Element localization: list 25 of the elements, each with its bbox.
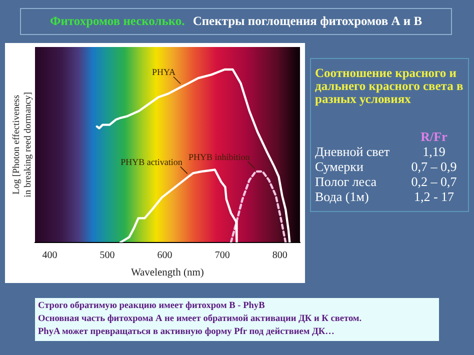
- series-label: PHYB inhibition: [188, 152, 250, 162]
- text: Дневной свет: [315, 144, 390, 159]
- text: R/Fr: [420, 129, 448, 144]
- text: 0,7 – 0,9: [410, 159, 458, 174]
- text: Соотношение красного и дальнего красного света в разных условиях: [315, 66, 464, 106]
- text: Полог леса: [315, 174, 377, 189]
- text: Сумерки: [315, 159, 364, 174]
- y-axis-title: Log [Photon effectiveness in breaking reed dormancy]: [12, 92, 34, 198]
- x-tick-label: 700: [214, 250, 230, 262]
- text: PhyA может превращаться в активную форму Pfr под действием ДК…: [38, 326, 336, 339]
- x-axis-title: Wavelength (nm): [130, 267, 204, 278]
- x-tick-label: 500: [100, 250, 115, 262]
- text: Основная часть фитохрома А не имеет обратимой активации ДК и К светом.: [38, 313, 363, 326]
- x-tick-label: 400: [42, 250, 58, 262]
- chart-title: Фитохромов несколько.: [50, 14, 185, 29]
- series-label: PHYB activation: [120, 157, 183, 168]
- text: 1,2 - 17: [412, 189, 456, 204]
- series-label: PHYA: [152, 67, 176, 78]
- text: Строго обратимую реакцию имеет фитохром В - PhyB: [38, 300, 266, 313]
- x-tick-label: 600: [157, 250, 172, 262]
- text: 0,2 – 0,7: [410, 174, 458, 189]
- chart-subtitle: Спектры поглощения фитохромов А и В: [192, 14, 422, 29]
- text: 1,19: [422, 144, 446, 159]
- text: Вода (1м): [315, 189, 369, 204]
- x-tick-label: 800: [272, 250, 288, 262]
